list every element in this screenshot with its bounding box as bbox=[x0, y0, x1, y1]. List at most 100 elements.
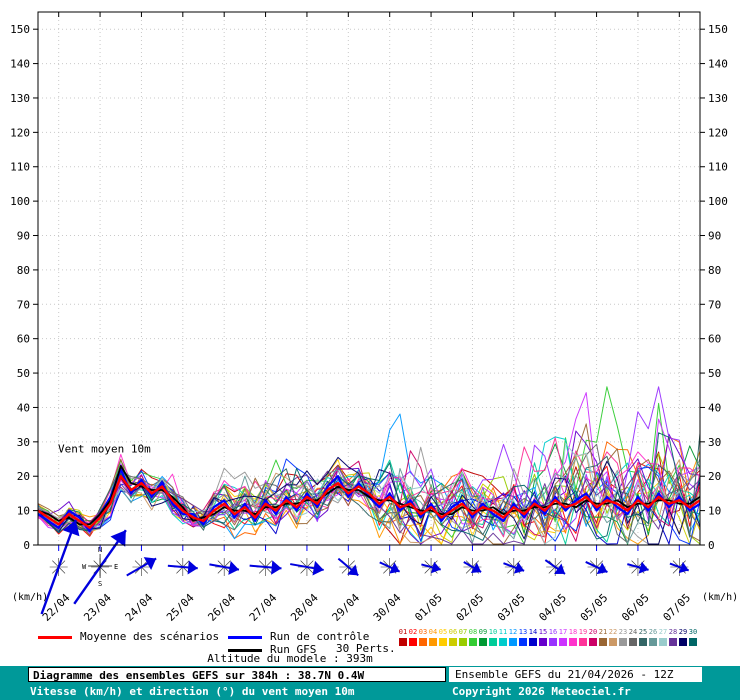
svg-text:130: 130 bbox=[10, 92, 30, 105]
pert-legend-item: 13 bbox=[518, 628, 528, 646]
pert-legend-item: 17 bbox=[558, 628, 568, 646]
pert-legend-item: 06 bbox=[448, 628, 458, 646]
pert-legend-item: 27 bbox=[658, 628, 668, 646]
svg-text:100: 100 bbox=[10, 195, 30, 208]
pert-number: 09 bbox=[478, 628, 488, 636]
pert-legend-item: 16 bbox=[548, 628, 558, 646]
svg-text:10: 10 bbox=[708, 505, 721, 518]
pert-color-swatch bbox=[589, 638, 597, 646]
pert-number: 28 bbox=[668, 628, 678, 636]
svg-text:50: 50 bbox=[708, 367, 721, 380]
pert-number: 10 bbox=[488, 628, 498, 636]
pert-color-swatch bbox=[559, 638, 567, 646]
pert-legend-item: 22 bbox=[608, 628, 618, 646]
svg-text:07/05: 07/05 bbox=[661, 591, 694, 624]
pert-number: 04 bbox=[428, 628, 438, 636]
pert-color-swatch bbox=[609, 638, 617, 646]
pert-legend-item: 29 bbox=[678, 628, 688, 646]
svg-text:28/04: 28/04 bbox=[288, 591, 321, 624]
pert-legend-item: 28 bbox=[668, 628, 678, 646]
svg-text:10: 10 bbox=[17, 505, 30, 518]
pert-color-swatch bbox=[569, 638, 577, 646]
pert-legend-item: 08 bbox=[468, 628, 478, 646]
svg-text:90: 90 bbox=[17, 230, 30, 243]
pert-number: 17 bbox=[558, 628, 568, 636]
svg-text:30: 30 bbox=[708, 436, 721, 449]
pert-color-swatch bbox=[449, 638, 457, 646]
legend-control: Run de contrôle bbox=[228, 630, 369, 643]
pert-legend-item: 19 bbox=[578, 628, 588, 646]
pert-color-swatch bbox=[459, 638, 467, 646]
svg-text:24/04: 24/04 bbox=[123, 591, 156, 624]
pert-number: 03 bbox=[418, 628, 428, 636]
svg-text:80: 80 bbox=[17, 264, 30, 277]
svg-text:E: E bbox=[114, 563, 118, 571]
pert-number: 14 bbox=[528, 628, 538, 636]
pert-color-swatch bbox=[399, 638, 407, 646]
pert-number: 24 bbox=[628, 628, 638, 636]
pert-number: 08 bbox=[468, 628, 478, 636]
pert-color-swatch bbox=[409, 638, 417, 646]
pert-color-swatch bbox=[539, 638, 547, 646]
svg-text:110: 110 bbox=[708, 161, 728, 174]
footer-title: Diagramme des ensembles GEFS sur 384h : … bbox=[28, 667, 446, 682]
pert-legend-item: 14 bbox=[528, 628, 538, 646]
svg-text:140: 140 bbox=[10, 58, 30, 71]
pert-number: 21 bbox=[598, 628, 608, 636]
wind-ensemble-chart: NESW001010202030304040505060607070808090… bbox=[10, 11, 728, 624]
legend-gfs: Run GFS bbox=[228, 643, 316, 656]
pert-legend-item: 30 bbox=[688, 628, 698, 646]
svg-text:60: 60 bbox=[708, 333, 721, 346]
svg-text:0: 0 bbox=[23, 539, 30, 552]
pert-number: 23 bbox=[618, 628, 628, 636]
pert-legend-item: 23 bbox=[618, 628, 628, 646]
svg-text:02/05: 02/05 bbox=[454, 591, 487, 624]
pert-color-swatch bbox=[509, 638, 517, 646]
pert-color-swatch bbox=[669, 638, 677, 646]
svg-text:04/05: 04/05 bbox=[536, 591, 569, 624]
svg-text:30/04: 30/04 bbox=[371, 591, 404, 624]
pert-color-swatch bbox=[479, 638, 487, 646]
svg-text:150: 150 bbox=[708, 23, 728, 36]
pert-color-swatch bbox=[679, 638, 687, 646]
svg-text:130: 130 bbox=[708, 92, 728, 105]
control-line-swatch bbox=[228, 635, 262, 639]
footer-subtitle: Vitesse (km/h) et direction (°) du vent … bbox=[30, 685, 355, 698]
pert-color-swatch bbox=[659, 638, 667, 646]
pert-legend-item: 11 bbox=[498, 628, 508, 646]
series-layer bbox=[37, 386, 701, 545]
pert-legend-item: 04 bbox=[428, 628, 438, 646]
pert-legend-item: 02 bbox=[408, 628, 418, 646]
pert-number: 05 bbox=[438, 628, 448, 636]
mean-line-swatch bbox=[38, 635, 72, 639]
pert-color-swatch bbox=[549, 638, 557, 646]
svg-text:05/05: 05/05 bbox=[578, 591, 611, 624]
pert-color-swatch bbox=[499, 638, 507, 646]
svg-text:120: 120 bbox=[708, 126, 728, 139]
svg-text:27/04: 27/04 bbox=[247, 591, 280, 624]
run-info: Ensemble GEFS du 21/04/2026 - 12Z bbox=[449, 667, 702, 682]
gfs-line-label: Run GFS bbox=[270, 643, 317, 656]
pert-legend-item: 01 bbox=[398, 628, 408, 646]
svg-text:01/05: 01/05 bbox=[412, 591, 445, 624]
svg-text:140: 140 bbox=[708, 58, 728, 71]
pert-legend-item: 03 bbox=[418, 628, 428, 646]
pert-number: 06 bbox=[448, 628, 458, 636]
svg-text:40: 40 bbox=[17, 401, 30, 414]
pert-legend-item: 25 bbox=[638, 628, 648, 646]
pert-color-swatch bbox=[689, 638, 697, 646]
svg-text:25/04: 25/04 bbox=[164, 591, 197, 624]
svg-text:110: 110 bbox=[10, 161, 30, 174]
svg-text:50: 50 bbox=[17, 367, 30, 380]
pert-number: 22 bbox=[608, 628, 618, 636]
pert-number: 02 bbox=[408, 628, 418, 636]
pert-color-swatch bbox=[489, 638, 497, 646]
pert-legend-item: 24 bbox=[628, 628, 638, 646]
pert-number: 25 bbox=[638, 628, 648, 636]
svg-text:70: 70 bbox=[17, 298, 30, 311]
pert-legend-item: 12 bbox=[508, 628, 518, 646]
svg-text:W: W bbox=[82, 563, 87, 571]
pert-number: 12 bbox=[508, 628, 518, 636]
pert-number: 13 bbox=[518, 628, 528, 636]
pert-number: 15 bbox=[538, 628, 548, 636]
